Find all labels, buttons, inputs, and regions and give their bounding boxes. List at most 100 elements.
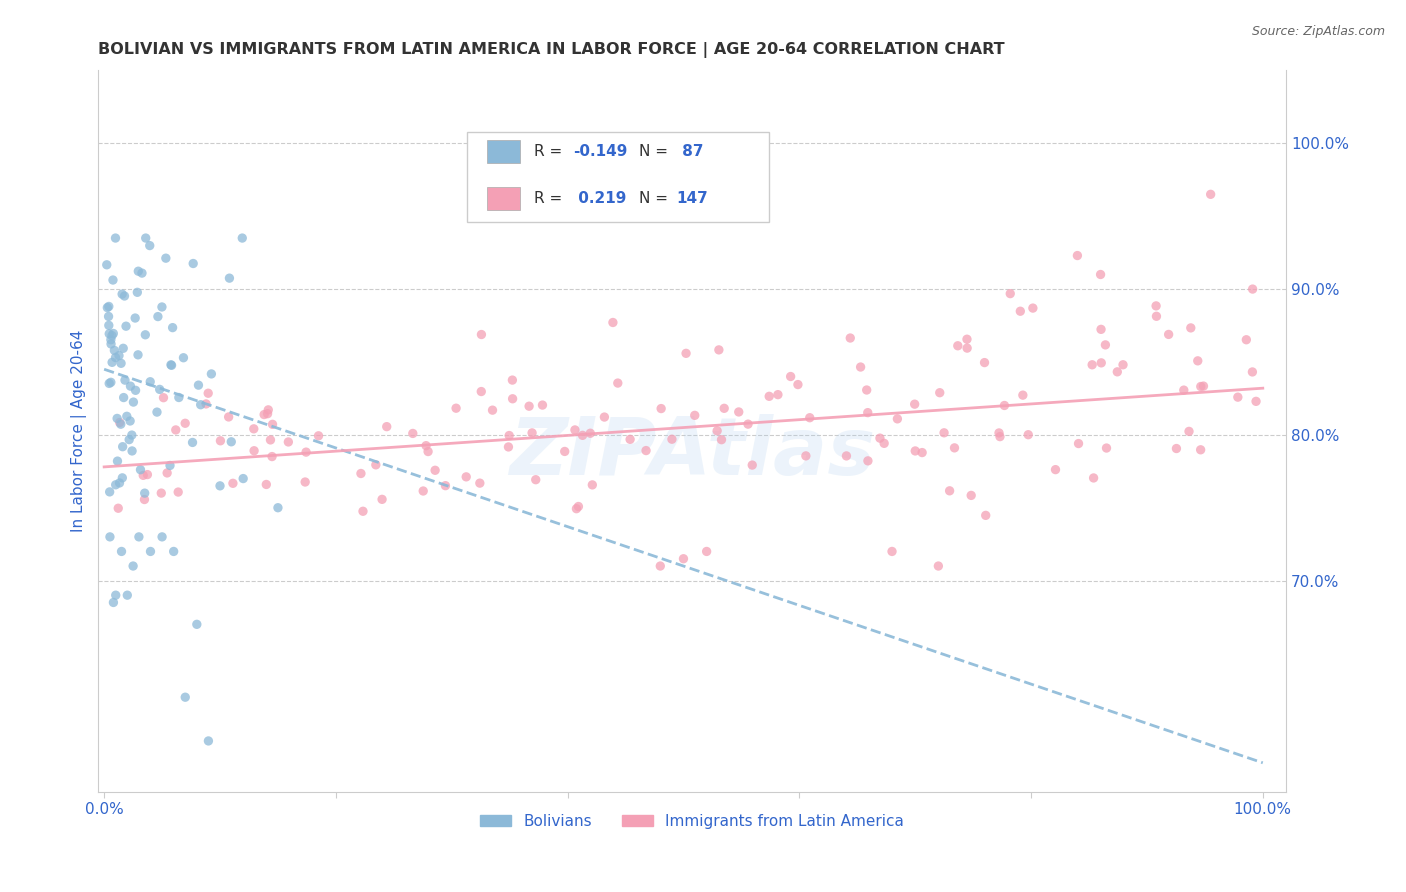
Point	[131, 266, 153, 280]
Point	[259, 433, 281, 447]
Text: 87: 87	[676, 144, 703, 159]
Point	[946, 339, 969, 353]
Point	[163, 544, 186, 558]
Point	[218, 271, 240, 285]
Point	[352, 504, 374, 518]
Point	[932, 425, 955, 440]
Point	[103, 595, 125, 609]
Point	[350, 467, 373, 481]
Point	[118, 433, 141, 447]
Point	[197, 734, 219, 748]
Point	[257, 402, 280, 417]
Point	[195, 397, 218, 411]
Point	[904, 397, 927, 411]
Point	[456, 470, 478, 484]
Point	[1157, 327, 1180, 342]
Point	[114, 289, 136, 303]
Point	[108, 416, 131, 430]
Point	[174, 690, 197, 705]
Point	[112, 391, 135, 405]
Point	[650, 559, 672, 574]
Point	[110, 417, 132, 432]
Point	[993, 399, 1015, 413]
Point	[849, 359, 872, 374]
Point	[1081, 358, 1104, 372]
Point	[1173, 383, 1195, 397]
Point	[956, 341, 979, 355]
Point	[218, 409, 240, 424]
Point	[579, 426, 602, 441]
Point	[120, 414, 142, 428]
Point	[371, 492, 394, 507]
Point	[938, 483, 960, 498]
Point	[150, 300, 173, 314]
Bar	[486, 140, 520, 162]
Point	[1094, 338, 1116, 352]
Point	[1187, 354, 1209, 368]
Text: 147: 147	[676, 191, 709, 206]
Point	[127, 348, 149, 362]
Text: BOLIVIAN VS IMMIGRANTS FROM LATIN AMERICA IN LABOR FORCE | AGE 20-64 CORRELATION: BOLIVIAN VS IMMIGRANTS FROM LATIN AMERIC…	[98, 42, 1005, 58]
Point	[1112, 358, 1135, 372]
Point	[468, 476, 491, 491]
Point	[524, 473, 547, 487]
Point	[128, 530, 150, 544]
Point	[470, 384, 492, 399]
Point	[1166, 442, 1188, 456]
Point	[115, 319, 138, 334]
Bar	[486, 186, 520, 210]
Point	[108, 475, 131, 490]
Point	[412, 483, 434, 498]
Point	[794, 449, 817, 463]
Point	[706, 424, 728, 438]
Point	[675, 346, 697, 360]
Point	[156, 466, 179, 480]
Point	[661, 432, 683, 446]
Point	[243, 422, 266, 436]
Point	[988, 429, 1011, 443]
Point	[124, 384, 146, 398]
Point	[886, 412, 908, 426]
Point	[172, 351, 194, 365]
Point	[97, 318, 120, 333]
Point	[593, 410, 616, 425]
Point	[155, 251, 177, 265]
Point	[98, 484, 121, 499]
Point	[165, 423, 187, 437]
Point	[531, 398, 554, 412]
Point	[416, 444, 439, 458]
Point	[1199, 187, 1222, 202]
Point	[581, 478, 603, 492]
Point	[121, 428, 143, 442]
Point	[672, 551, 695, 566]
Point	[104, 477, 127, 491]
Point	[101, 328, 124, 343]
Point	[232, 472, 254, 486]
Point	[928, 385, 950, 400]
FancyBboxPatch shape	[467, 132, 769, 222]
Point	[1090, 268, 1112, 282]
Point	[1241, 365, 1264, 379]
Point	[98, 376, 121, 391]
Point	[650, 401, 672, 416]
Point	[103, 343, 125, 358]
Point	[181, 435, 204, 450]
Point	[200, 367, 222, 381]
Point	[1017, 427, 1039, 442]
Point	[1234, 333, 1257, 347]
Point	[254, 477, 277, 491]
Point	[260, 450, 283, 464]
Text: Source: ZipAtlas.com: Source: ZipAtlas.com	[1251, 25, 1385, 38]
Point	[186, 617, 208, 632]
Text: N =: N =	[638, 144, 672, 159]
Point	[943, 441, 966, 455]
Point	[766, 387, 789, 401]
Point	[1010, 304, 1032, 318]
Point	[160, 359, 183, 373]
Point	[127, 285, 149, 300]
Point	[904, 444, 927, 458]
Point	[1067, 436, 1090, 450]
Point	[152, 391, 174, 405]
Point	[1241, 282, 1264, 296]
Point	[132, 468, 155, 483]
